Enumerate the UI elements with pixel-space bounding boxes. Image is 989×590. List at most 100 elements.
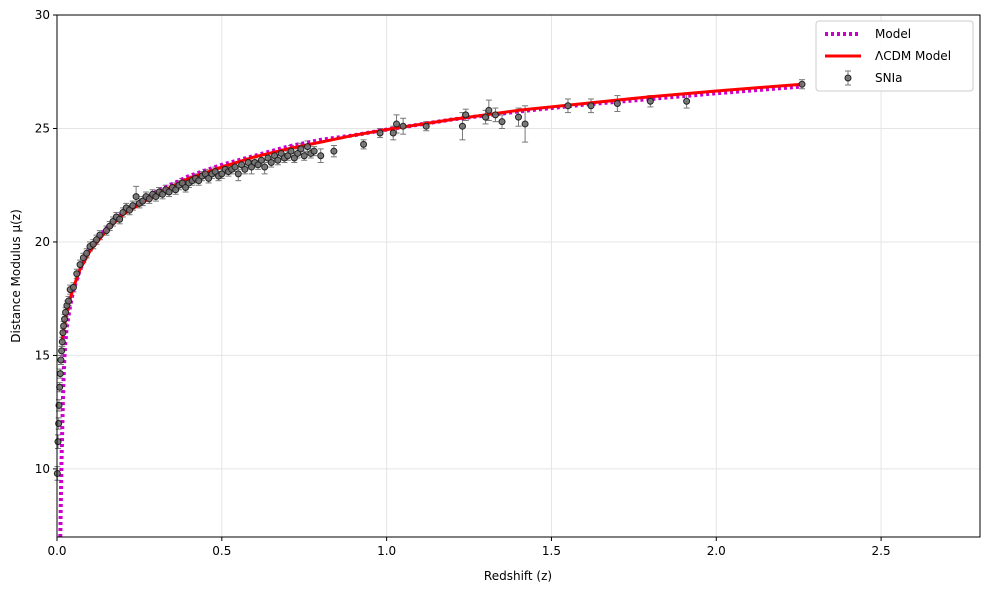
y-tick-label: 30 [35, 8, 50, 22]
snia-point [247, 163, 255, 171]
snia-point [54, 438, 62, 446]
snia-point [393, 120, 401, 128]
snia-point [116, 215, 124, 223]
x-tick-label: 2.0 [707, 544, 726, 558]
x-tick-label: 0.5 [212, 544, 231, 558]
snia-point [102, 227, 110, 235]
snia-point [290, 154, 298, 162]
x-axis-label: Redshift (z) [484, 569, 552, 583]
snia-point [205, 174, 213, 182]
snia-point [57, 356, 65, 364]
snia-point [274, 156, 282, 164]
snia-point [521, 120, 529, 128]
snia-point [257, 156, 265, 164]
snia-point [241, 165, 249, 173]
snia-point [389, 129, 397, 137]
x-tick-label: 2.5 [872, 544, 891, 558]
snia-point [277, 149, 285, 157]
snia-point [145, 195, 153, 203]
snia-point [106, 222, 114, 230]
y-axis-label: Distance Modulus μ(z) [9, 209, 23, 343]
snia-point [96, 231, 104, 239]
snia-point [89, 240, 97, 248]
snia-point [462, 111, 470, 119]
legend-snia-label: SNIa [875, 71, 903, 85]
snia-point [56, 370, 64, 378]
snia-point [360, 140, 368, 148]
snia-point [297, 145, 305, 153]
snia-point [422, 122, 430, 130]
snia-point [93, 236, 101, 244]
y-tick-label: 10 [35, 462, 50, 476]
snia-point [58, 347, 66, 355]
snia-point [683, 97, 691, 105]
snia-point [60, 322, 68, 330]
snia-point [62, 308, 70, 316]
snia-point [119, 208, 127, 216]
snia-point [132, 193, 140, 201]
snia-point [287, 147, 295, 155]
snia-point [83, 249, 91, 257]
snia-point [304, 143, 312, 151]
y-tick-label: 15 [35, 348, 50, 362]
snia-point [564, 102, 572, 110]
snia-point [376, 129, 384, 137]
snia-point [211, 168, 219, 176]
y-axis-ticks: 10 15 20 25 30 [35, 8, 57, 476]
snia-markers [53, 80, 806, 477]
x-tick-label: 0.0 [47, 544, 66, 558]
snia-point [79, 254, 87, 262]
legend-box [815, 20, 974, 92]
snia-point [195, 177, 203, 185]
snia-point [485, 106, 493, 114]
snia-point [310, 147, 318, 155]
snia-point [613, 100, 621, 108]
plot-area [53, 79, 806, 538]
snia-point [58, 338, 66, 346]
snia-point [254, 161, 262, 169]
snia-point [264, 154, 272, 162]
snia-point [182, 183, 190, 191]
legend-model-label: Model [875, 27, 911, 41]
snia-point [139, 197, 147, 205]
snia-point [65, 297, 73, 305]
legend-lcdm-label: ΛCDM Model [875, 49, 951, 63]
y-tick-label: 25 [35, 121, 50, 135]
snia-point [482, 113, 490, 121]
legend-snia-marker [844, 74, 852, 82]
snia-point [165, 188, 173, 196]
snia-point [261, 163, 269, 171]
snia-point [587, 102, 595, 110]
snia-point [646, 97, 654, 105]
snia-point [491, 111, 499, 119]
snia-point [158, 190, 166, 198]
snia-point [244, 159, 252, 167]
snia-point [234, 170, 242, 178]
snia-point [172, 186, 180, 194]
snia-point [201, 170, 209, 178]
snia-point [300, 152, 308, 160]
x-tick-label: 1.5 [542, 544, 561, 558]
snia-point [152, 193, 160, 201]
y-tick-label: 20 [35, 235, 50, 249]
snia-point [330, 147, 338, 155]
snia-point [399, 122, 407, 130]
snia-point [59, 329, 67, 337]
snia-point [56, 383, 64, 391]
snia-point [178, 179, 186, 187]
snia-point [231, 163, 239, 171]
snia-point [458, 122, 466, 130]
snia-point [61, 315, 69, 323]
legend: Model ΛCDM Model SNIa [815, 20, 974, 92]
snia-point [129, 202, 137, 210]
x-tick-label: 1.0 [377, 544, 396, 558]
snia-point [294, 149, 302, 157]
snia-point [798, 80, 806, 88]
snia-point [498, 118, 506, 126]
snia-point [284, 152, 292, 160]
snia-point [109, 218, 117, 226]
snia-point [69, 283, 77, 291]
snia-point [238, 161, 246, 169]
